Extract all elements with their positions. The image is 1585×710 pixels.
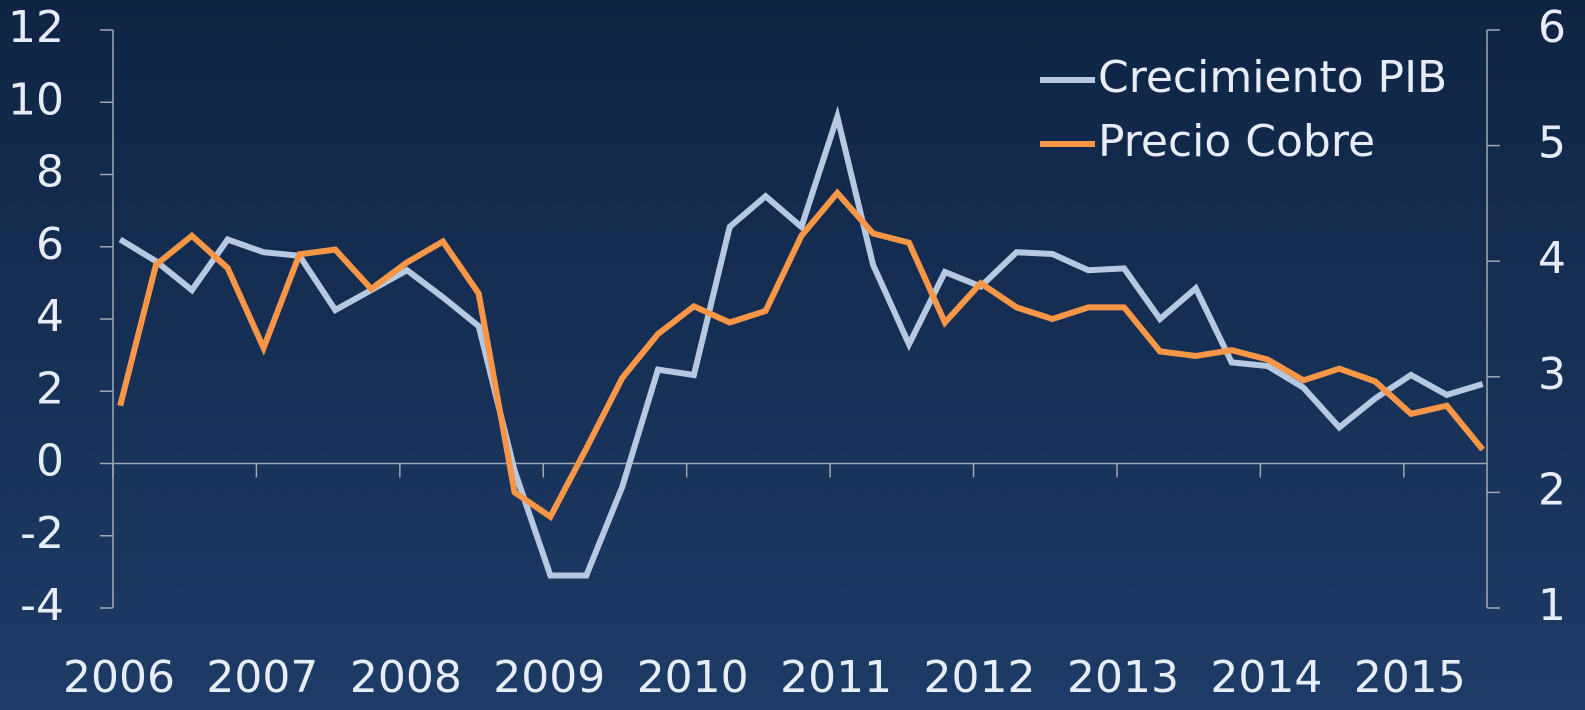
y2-tick-label: 2 bbox=[1538, 464, 1566, 515]
legend-label: Crecimiento PIB bbox=[1098, 52, 1447, 103]
y-tick-label: 2 bbox=[36, 363, 64, 414]
y-tick-label: 10 bbox=[8, 74, 64, 125]
series-line bbox=[118, 105, 1484, 579]
x-tick-label: 2010 bbox=[637, 652, 749, 703]
y-tick-label: 8 bbox=[36, 147, 64, 198]
y-tick-label: -4 bbox=[20, 580, 64, 631]
y2-tick-label: 4 bbox=[1538, 233, 1566, 284]
x-tick-label: 2014 bbox=[1210, 652, 1322, 703]
x-tick-label: 2015 bbox=[1354, 652, 1466, 703]
x-tick-label: 2012 bbox=[924, 652, 1036, 703]
y2-tick-label: 5 bbox=[1538, 118, 1566, 169]
y-tick-label: -2 bbox=[20, 508, 64, 559]
y-tick-label: 6 bbox=[36, 219, 64, 270]
x-tick-label: 2011 bbox=[780, 652, 892, 703]
legend-label: Precio Cobre bbox=[1098, 116, 1375, 167]
series-line bbox=[117, 188, 1486, 522]
x-tick-label: 2013 bbox=[1067, 652, 1179, 703]
x-tick-label: 2006 bbox=[63, 652, 175, 703]
x-tick-label: 2008 bbox=[350, 652, 462, 703]
y-tick-label: 4 bbox=[36, 291, 64, 342]
y-tick-label: 0 bbox=[36, 436, 64, 487]
y2-tick-label: 1 bbox=[1538, 580, 1566, 631]
y2-tick-label: 6 bbox=[1538, 2, 1566, 53]
x-tick-label: 2009 bbox=[493, 652, 605, 703]
y-tick-label: 12 bbox=[8, 2, 64, 53]
x-tick-label: 2007 bbox=[206, 652, 318, 703]
y2-tick-label: 3 bbox=[1538, 349, 1566, 400]
